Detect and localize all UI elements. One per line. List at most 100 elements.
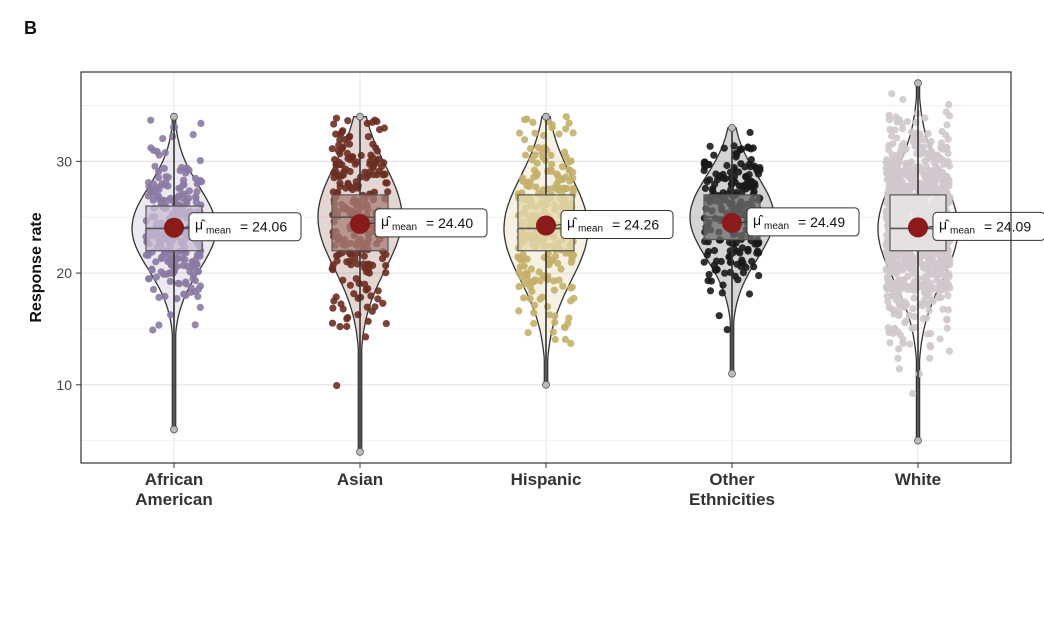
data-point xyxy=(888,151,896,159)
data-point xyxy=(383,179,391,187)
data-point xyxy=(364,317,372,325)
data-point xyxy=(521,151,530,159)
data-point xyxy=(910,294,918,302)
data-point xyxy=(339,143,347,151)
data-point xyxy=(382,320,390,328)
data-point xyxy=(196,157,204,165)
data-point xyxy=(569,129,577,137)
data-point xyxy=(164,257,172,265)
data-point xyxy=(890,306,898,314)
data-point xyxy=(889,177,897,185)
data-point xyxy=(893,134,901,142)
data-point xyxy=(903,161,911,169)
data-point xyxy=(899,339,907,347)
data-point xyxy=(365,269,373,277)
data-point xyxy=(155,293,163,301)
data-point xyxy=(562,153,570,161)
data-point xyxy=(723,326,731,334)
data-point xyxy=(939,251,947,259)
data-point xyxy=(348,250,356,258)
data-point xyxy=(192,194,200,202)
data-point xyxy=(160,164,168,172)
data-point xyxy=(150,146,158,154)
data-point xyxy=(888,291,897,299)
data-point xyxy=(551,312,559,320)
data-point xyxy=(934,152,942,160)
data-point xyxy=(719,281,727,289)
data-point xyxy=(151,162,159,170)
data-point xyxy=(882,242,890,250)
data-point xyxy=(920,297,928,305)
data-point xyxy=(564,158,572,167)
data-point xyxy=(562,125,570,133)
data-point xyxy=(532,183,540,191)
mean-annotation-symbol: μ̂ xyxy=(753,212,764,228)
data-point xyxy=(714,176,722,184)
data-point xyxy=(921,286,929,294)
data-point xyxy=(338,128,346,136)
data-point xyxy=(939,305,947,313)
data-point xyxy=(943,121,951,129)
data-point xyxy=(371,303,379,311)
box-layer xyxy=(145,79,947,456)
data-point xyxy=(182,280,190,288)
data-point xyxy=(946,261,954,269)
data-point xyxy=(567,339,575,347)
data-point xyxy=(536,295,544,303)
mean-annotation-box xyxy=(746,207,860,237)
data-point xyxy=(182,291,190,299)
data-point xyxy=(344,117,352,125)
data-point xyxy=(937,280,945,288)
data-point xyxy=(561,335,570,343)
data-point xyxy=(528,156,536,164)
data-point xyxy=(756,164,764,172)
data-point xyxy=(937,143,945,151)
data-point xyxy=(726,268,735,276)
annotation-layer: μ̂ mean = 24.06 μ̂ mean = 24.40 μ̂ mean = 24.26 μ… xyxy=(181,207,1044,242)
data-point xyxy=(939,260,947,268)
data-point xyxy=(892,167,900,176)
data-point xyxy=(330,297,338,305)
data-point xyxy=(568,283,576,291)
mean-annotation-symbol: μ̂ xyxy=(939,216,950,232)
data-point xyxy=(328,145,336,153)
data-point xyxy=(365,168,374,176)
data-point xyxy=(906,340,914,348)
data-point xyxy=(530,301,539,309)
mean-annotation-value: = 24.26 xyxy=(612,216,659,232)
data-point xyxy=(902,317,910,325)
data-point xyxy=(346,167,354,176)
data-point xyxy=(721,269,729,277)
data-point xyxy=(707,277,716,285)
data-point xyxy=(570,294,578,302)
data-point xyxy=(363,119,371,127)
data-point xyxy=(344,181,352,189)
data-point xyxy=(553,170,561,178)
data-point xyxy=(882,283,890,291)
data-point xyxy=(376,126,384,134)
data-point xyxy=(566,177,574,185)
data-point xyxy=(153,183,161,191)
data-point xyxy=(924,330,932,338)
annotation-connector xyxy=(367,222,376,225)
data-point xyxy=(168,133,177,141)
data-point xyxy=(712,170,720,178)
data-point xyxy=(343,149,351,158)
data-point xyxy=(378,162,386,170)
data-point xyxy=(148,265,156,273)
data-point xyxy=(152,273,160,281)
data-point xyxy=(183,262,191,270)
mean-annotation-box xyxy=(560,209,674,239)
data-point xyxy=(745,290,754,298)
data-point xyxy=(753,249,761,257)
data-point xyxy=(521,270,529,278)
mean-annotation-symbol: μ̂ xyxy=(381,213,392,229)
data-point xyxy=(909,135,918,143)
data-point xyxy=(515,129,524,137)
mean-marker xyxy=(722,212,742,233)
mean-annotation-symbol: μ̂ xyxy=(195,217,206,233)
data-point xyxy=(726,168,735,176)
data-point xyxy=(155,321,163,329)
data-point xyxy=(159,135,167,143)
